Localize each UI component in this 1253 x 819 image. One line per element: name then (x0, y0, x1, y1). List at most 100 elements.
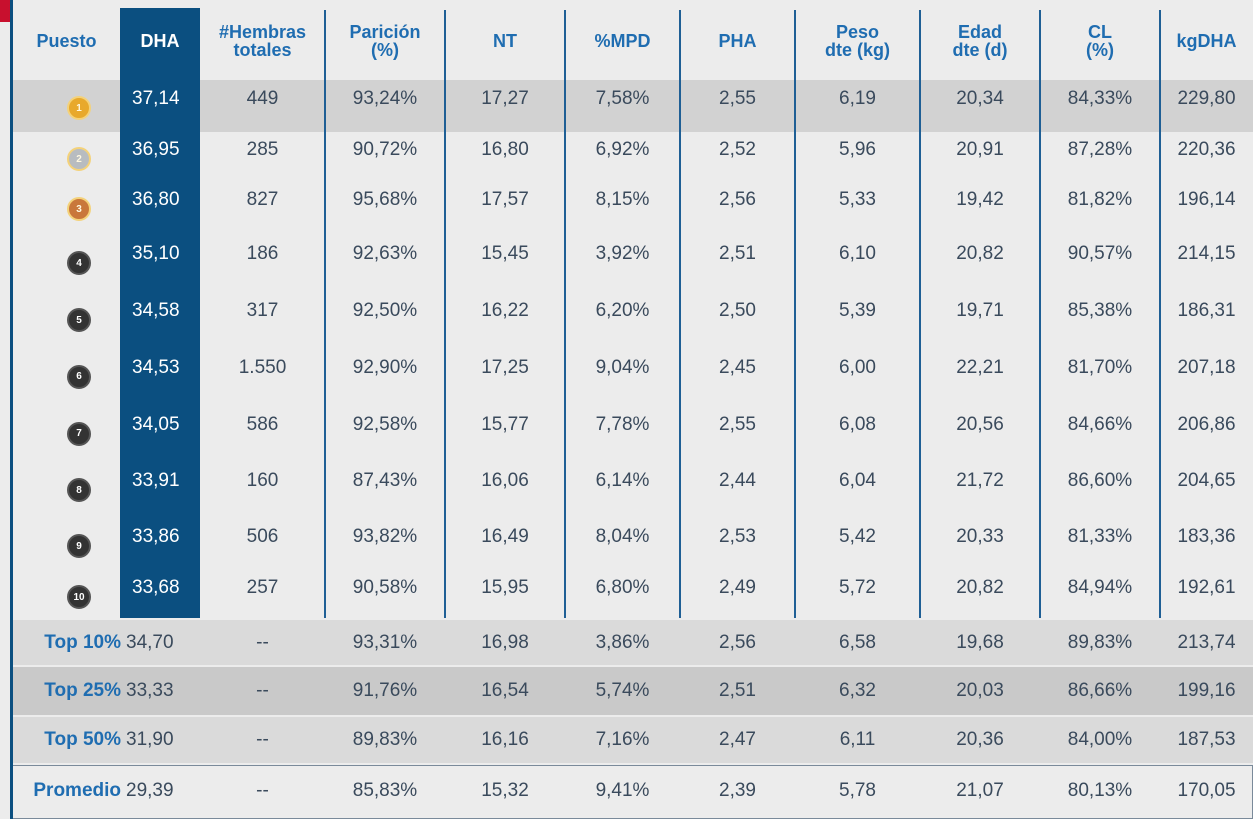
cell: 93,82% (352, 526, 418, 547)
cell: 19,42 (956, 189, 1004, 210)
cell: 92,58% (352, 413, 418, 435)
cell: 91,76% (352, 680, 418, 701)
cell: 35,10 (132, 243, 180, 264)
cell: 31,90 (126, 729, 174, 750)
rank-medal: 1 (67, 96, 91, 120)
summary-row (13, 620, 1253, 665)
cell: 2,49 (719, 577, 756, 598)
cell: 86,60% (1067, 470, 1133, 491)
header-text: dte (kg) (825, 40, 890, 60)
cell: 92,90% (352, 356, 418, 378)
cell: 2,39 (719, 780, 756, 801)
cell: 16,54 (481, 680, 529, 701)
cell: 81,82% (1067, 189, 1133, 210)
cell: 33,86 (132, 526, 180, 547)
left-border (10, 0, 13, 819)
cell: 2,50 (719, 300, 756, 321)
cell: 187,53 (1177, 729, 1236, 750)
cell: 92,63% (352, 243, 418, 264)
cell: 6,11 (839, 729, 876, 750)
cell: -- (256, 631, 269, 653)
header-text: kgDHA (1176, 31, 1237, 51)
header-cell: CL (%) (1040, 8, 1160, 74)
cell: 6,20% (595, 300, 650, 321)
cell: 449 (246, 88, 279, 109)
cell: 827 (246, 189, 279, 210)
cell: 87,43% (352, 470, 418, 491)
cell: 89,83% (1067, 631, 1133, 653)
cell: 15,32 (481, 780, 529, 801)
cell: 220,36 (1177, 139, 1236, 160)
cell: 6,19 (839, 88, 876, 109)
cell: 34,70 (126, 631, 174, 653)
header-text: #Hembras (218, 22, 307, 42)
cell: 84,66% (1067, 413, 1133, 435)
cell: 6,08 (839, 413, 876, 435)
cell: 2,47 (719, 729, 756, 750)
cell: 160 (246, 470, 279, 491)
cell: 34,58 (132, 300, 180, 321)
header-cell: #Hembras totales (200, 8, 325, 74)
cell: 213,74 (1177, 631, 1236, 653)
header-text: PHA (718, 31, 757, 51)
cell: 207,18 (1177, 356, 1236, 378)
cell: 29,39 (126, 780, 174, 801)
cell: 206,86 (1177, 413, 1236, 435)
cell: 21,07 (956, 780, 1004, 801)
cell: 90,58% (352, 577, 418, 598)
cell: 506 (246, 526, 279, 547)
cell: 6,80% (595, 577, 650, 598)
cell: -- (256, 780, 269, 801)
rank-medal: 9 (67, 534, 91, 558)
header-cell: Parición (%) (325, 8, 445, 74)
rank-medal: 8 (67, 478, 91, 502)
header-text: NT (493, 31, 517, 51)
cell: 22,21 (956, 356, 1004, 378)
cell: 20,34 (956, 88, 1004, 109)
cell: 9,04% (595, 356, 650, 378)
cell: 7,78% (595, 413, 650, 435)
cell: 20,56 (956, 413, 1004, 435)
cell: 84,94% (1067, 577, 1133, 598)
header-text: (%) (371, 40, 399, 60)
cell: 5,39 (839, 300, 876, 321)
cell: 33,91 (132, 470, 180, 491)
summary-row (13, 717, 1253, 763)
cell: 2,56 (719, 631, 756, 653)
cell: 204,65 (1177, 470, 1236, 491)
summary-row (13, 667, 1253, 715)
cell: 229,80 (1177, 88, 1236, 109)
cell: 20,36 (956, 729, 1004, 750)
header-text: Peso (835, 22, 880, 42)
cell: 90,72% (352, 139, 418, 160)
header-text: %MPD (594, 31, 651, 51)
cell: 17,27 (481, 88, 529, 109)
cell: 90,57% (1067, 243, 1133, 264)
cell: 93,31% (352, 631, 418, 653)
header-text: Parición (349, 22, 421, 42)
column-divider (564, 10, 566, 618)
rank-medal: 2 (67, 147, 91, 171)
cell: 186 (246, 243, 279, 264)
cell: 21,72 (956, 470, 1004, 491)
cell: 183,36 (1177, 526, 1236, 547)
cell: 5,33 (839, 189, 876, 210)
cell: -- (256, 680, 269, 701)
header-text: Puesto (36, 31, 97, 51)
header-text: totales (233, 40, 292, 60)
column-divider (1039, 10, 1041, 618)
cell: 186,31 (1177, 300, 1236, 321)
cell: 84,33% (1067, 88, 1133, 109)
summary-row (13, 765, 1253, 817)
column-divider (794, 10, 796, 618)
cell: 7,16% (595, 729, 650, 750)
cell: 3,92% (595, 243, 650, 264)
cell: 33,68 (132, 577, 180, 598)
header-text: (%) (1086, 40, 1114, 60)
rank-medal: 10 (67, 585, 91, 609)
cell: 2,55 (719, 413, 756, 435)
rank-medal: 6 (67, 364, 91, 389)
summary-label: Top 25% (44, 680, 121, 701)
rank-medal: 3 (67, 197, 91, 221)
